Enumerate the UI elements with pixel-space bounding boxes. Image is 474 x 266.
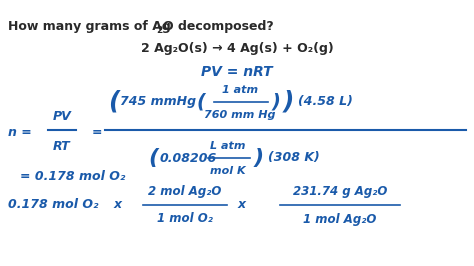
Text: 0.178 mol O₂: 0.178 mol O₂: [8, 198, 99, 211]
Text: 2: 2: [156, 26, 162, 35]
Text: (: (: [148, 148, 158, 168]
Text: n =: n =: [8, 126, 32, 139]
Text: 2 mol Ag₂O: 2 mol Ag₂O: [148, 185, 222, 197]
Text: How many grams of Ag: How many grams of Ag: [8, 20, 171, 33]
Text: 231.74 g Ag₂O: 231.74 g Ag₂O: [293, 185, 387, 197]
Text: ): ): [254, 148, 264, 168]
Text: O decomposed?: O decomposed?: [163, 20, 274, 33]
Text: ): ): [272, 93, 281, 111]
Text: (308 K): (308 K): [268, 152, 320, 164]
Text: RT: RT: [53, 139, 71, 152]
Text: L atm: L atm: [210, 141, 246, 151]
Text: 745 mmHg: 745 mmHg: [120, 95, 196, 109]
Text: PV = nRT: PV = nRT: [201, 65, 273, 79]
Text: mol K: mol K: [210, 166, 246, 176]
Text: x: x: [114, 198, 122, 211]
Text: 1 atm: 1 atm: [222, 85, 258, 95]
Text: = 0.178 mol O₂: = 0.178 mol O₂: [20, 170, 126, 183]
Text: x: x: [238, 198, 246, 211]
Text: (4.58 L): (4.58 L): [298, 95, 353, 109]
Text: ): ): [283, 90, 294, 114]
Text: =: =: [92, 126, 102, 139]
Text: 2 Ag₂O(s) → 4 Ag(s) + O₂(g): 2 Ag₂O(s) → 4 Ag(s) + O₂(g): [141, 42, 333, 55]
Text: 1 mol O₂: 1 mol O₂: [157, 213, 213, 226]
Text: (: (: [197, 93, 206, 111]
Text: 0.08206: 0.08206: [160, 152, 217, 164]
Text: PV: PV: [53, 110, 72, 123]
Text: 1 mol Ag₂O: 1 mol Ag₂O: [303, 213, 377, 226]
Text: 760 mm Hg: 760 mm Hg: [204, 110, 276, 120]
Text: (: (: [108, 90, 119, 114]
